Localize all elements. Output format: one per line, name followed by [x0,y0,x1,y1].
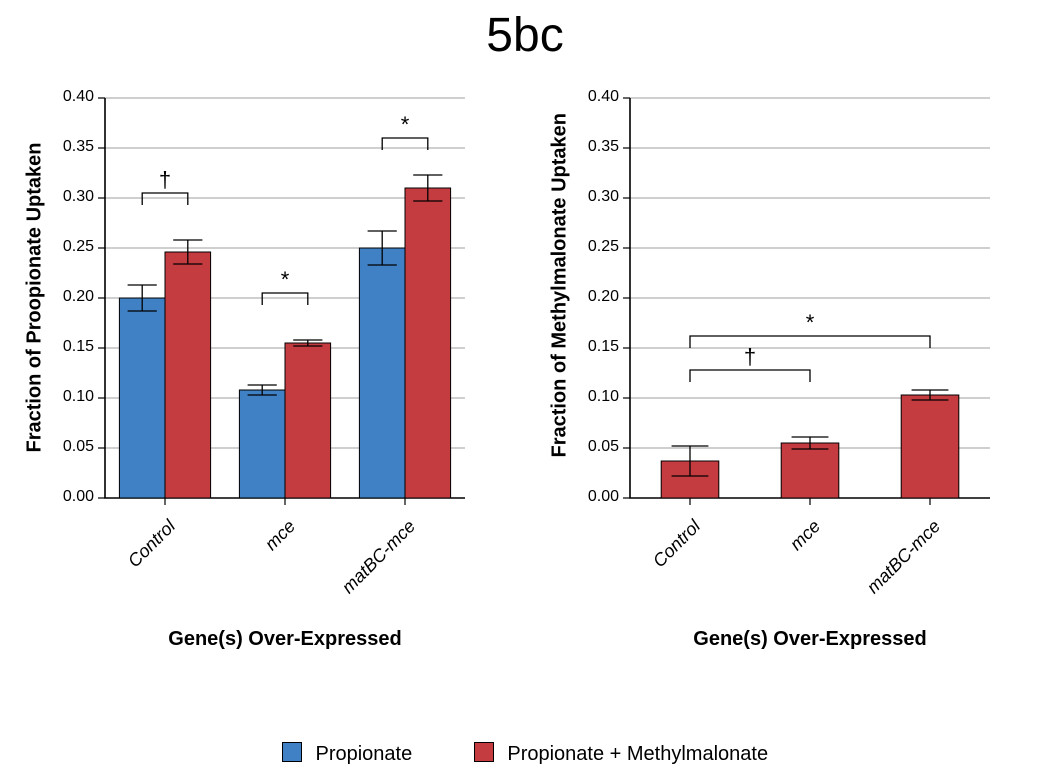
significance-symbol: * [798,310,822,336]
y-tick-label: 0.35 [50,138,94,156]
legend-swatch-propionate [282,742,302,762]
significance-bracket [262,293,308,305]
y-tick-label: 0.25 [575,238,619,256]
bar [239,390,285,498]
significance-bracket [690,336,930,348]
y-tick-label: 0.20 [575,288,619,306]
y-axis-label: Fraction of Proopionate Uptaken [24,138,47,458]
legend-swatch-prop-mm [474,742,494,762]
legend-label: Propionate + Methylmalonate [507,743,768,765]
y-tick-label: 0.10 [575,388,619,406]
y-axis-label: Fraction of Methylmalonate Uptaken [549,138,572,458]
y-tick-label: 0.15 [575,338,619,356]
y-tick-label: 0.35 [575,138,619,156]
x-axis-label: Gene(s) Over-Expressed [105,628,465,651]
panel-propionate: 0.000.050.100.150.200.250.300.350.40Cont… [0,88,525,608]
y-tick-label: 0.30 [50,188,94,206]
bar [405,188,451,498]
y-tick-label: 0.05 [575,438,619,456]
y-tick-label: 0.25 [50,238,94,256]
legend: Propionate Propionate + Methylmalonate [0,742,1050,766]
bar [901,395,959,498]
y-tick-label: 0.00 [50,488,94,506]
legend-item-propionate: Propionate [282,742,412,766]
bar [359,248,405,498]
y-tick-label: 0.40 [575,88,619,106]
bar [781,443,839,498]
significance-symbol: † [153,167,177,193]
bar [165,252,211,498]
significance-symbol: * [273,267,297,293]
bar [119,298,165,498]
y-tick-label: 0.15 [50,338,94,356]
panel-methylmalonate: 0.000.050.100.150.200.250.300.350.40Cont… [525,88,1050,608]
figure-title: 5bc [0,8,1050,63]
y-tick-label: 0.10 [50,388,94,406]
panels-row: 0.000.050.100.150.200.250.300.350.40Cont… [0,88,1050,608]
y-tick-label: 0.00 [575,488,619,506]
y-tick-label: 0.30 [575,188,619,206]
y-tick-label: 0.05 [50,438,94,456]
x-axis-label: Gene(s) Over-Expressed [630,628,990,651]
y-tick-label: 0.20 [50,288,94,306]
significance-symbol: † [738,344,762,370]
significance-bracket [690,370,810,382]
significance-symbol: * [393,112,417,138]
legend-item-prop-mm: Propionate + Methylmalonate [474,742,768,766]
y-tick-label: 0.40 [50,88,94,106]
significance-bracket [142,193,188,205]
bar [285,343,331,498]
legend-label: Propionate [315,743,412,765]
